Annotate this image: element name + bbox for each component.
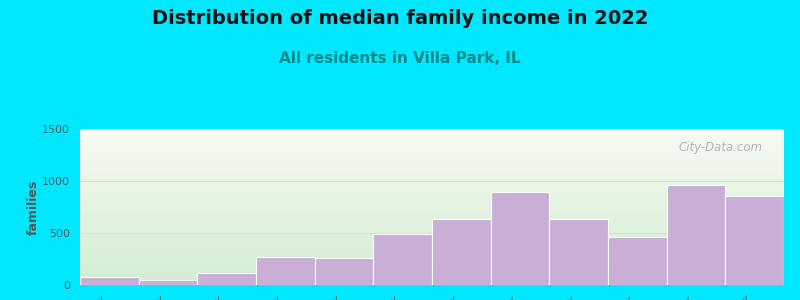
Bar: [198, 272, 256, 285]
Text: All residents in Villa Park, IL: All residents in Villa Park, IL: [279, 51, 521, 66]
Bar: [666, 185, 726, 285]
Bar: [374, 234, 432, 285]
Bar: [80, 277, 138, 285]
Bar: [432, 220, 490, 285]
Bar: [726, 196, 784, 285]
Bar: [608, 237, 666, 285]
Text: Distribution of median family income in 2022: Distribution of median family income in …: [152, 9, 648, 28]
Bar: [550, 220, 608, 285]
Bar: [314, 259, 374, 285]
Bar: [490, 192, 550, 285]
Text: City-Data.com: City-Data.com: [678, 142, 763, 154]
Bar: [138, 280, 198, 285]
Bar: [256, 257, 314, 285]
Y-axis label: families: families: [26, 179, 39, 235]
